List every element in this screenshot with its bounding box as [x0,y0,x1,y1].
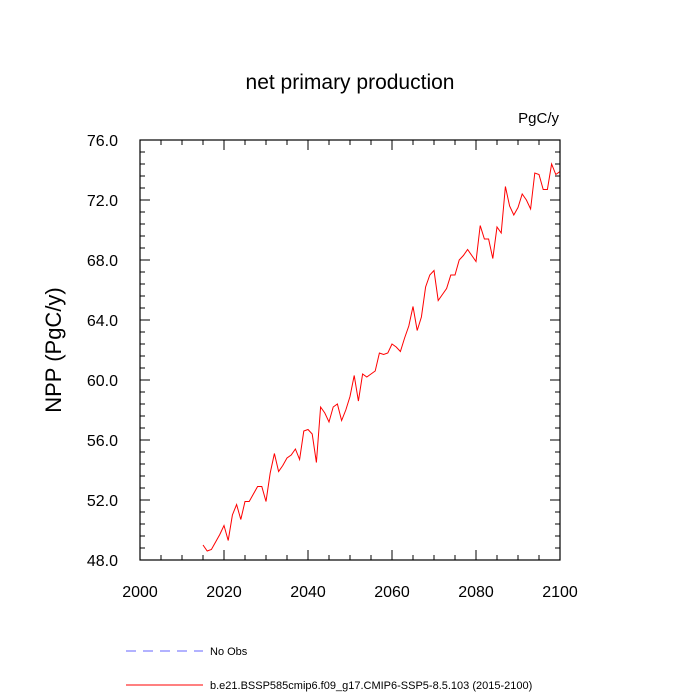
x-tick-label: 2020 [206,584,242,601]
units-label: PgC/y [518,110,559,127]
series-layer [202,162,561,552]
y-axis-label: NPP (PgC/y) [41,287,66,413]
npp-series-line [202,162,561,552]
x-tick-labels: 2000 2020 2040 2060 2080 2100 [122,584,578,601]
y-tick-label: 76.0 [87,133,118,150]
x-tick-label: 2080 [458,584,494,601]
axis-ticks [139,139,561,561]
x-tick-label: 2000 [122,584,158,601]
legend-label: No Obs [210,646,248,658]
plot-frame [139,139,561,561]
y-tick-label: 68.0 [87,253,118,270]
y-tick-label: 60.0 [87,373,118,390]
x-tick-label: 2060 [374,584,410,601]
chart-title: net primary production [246,71,455,94]
y-tick-label: 56.0 [87,433,118,450]
legend-label: b.e21.BSSP585cmip6.f09_g17.CMIP6-SSP5-8.… [210,680,532,692]
x-tick-label: 2100 [542,584,578,601]
y-tick-labels: 48.0 52.0 56.0 60.0 64.0 68.0 72.0 76.0 [87,133,118,570]
legend: No Obs b.e21.BSSP585cmip6.f09_g17.CMIP6-S… [126,646,532,692]
y-tick-label: 52.0 [87,493,118,510]
y-tick-label: 64.0 [87,313,118,330]
x-tick-label: 2040 [290,584,326,601]
y-tick-label: 48.0 [87,553,118,570]
y-tick-label: 72.0 [87,193,118,210]
